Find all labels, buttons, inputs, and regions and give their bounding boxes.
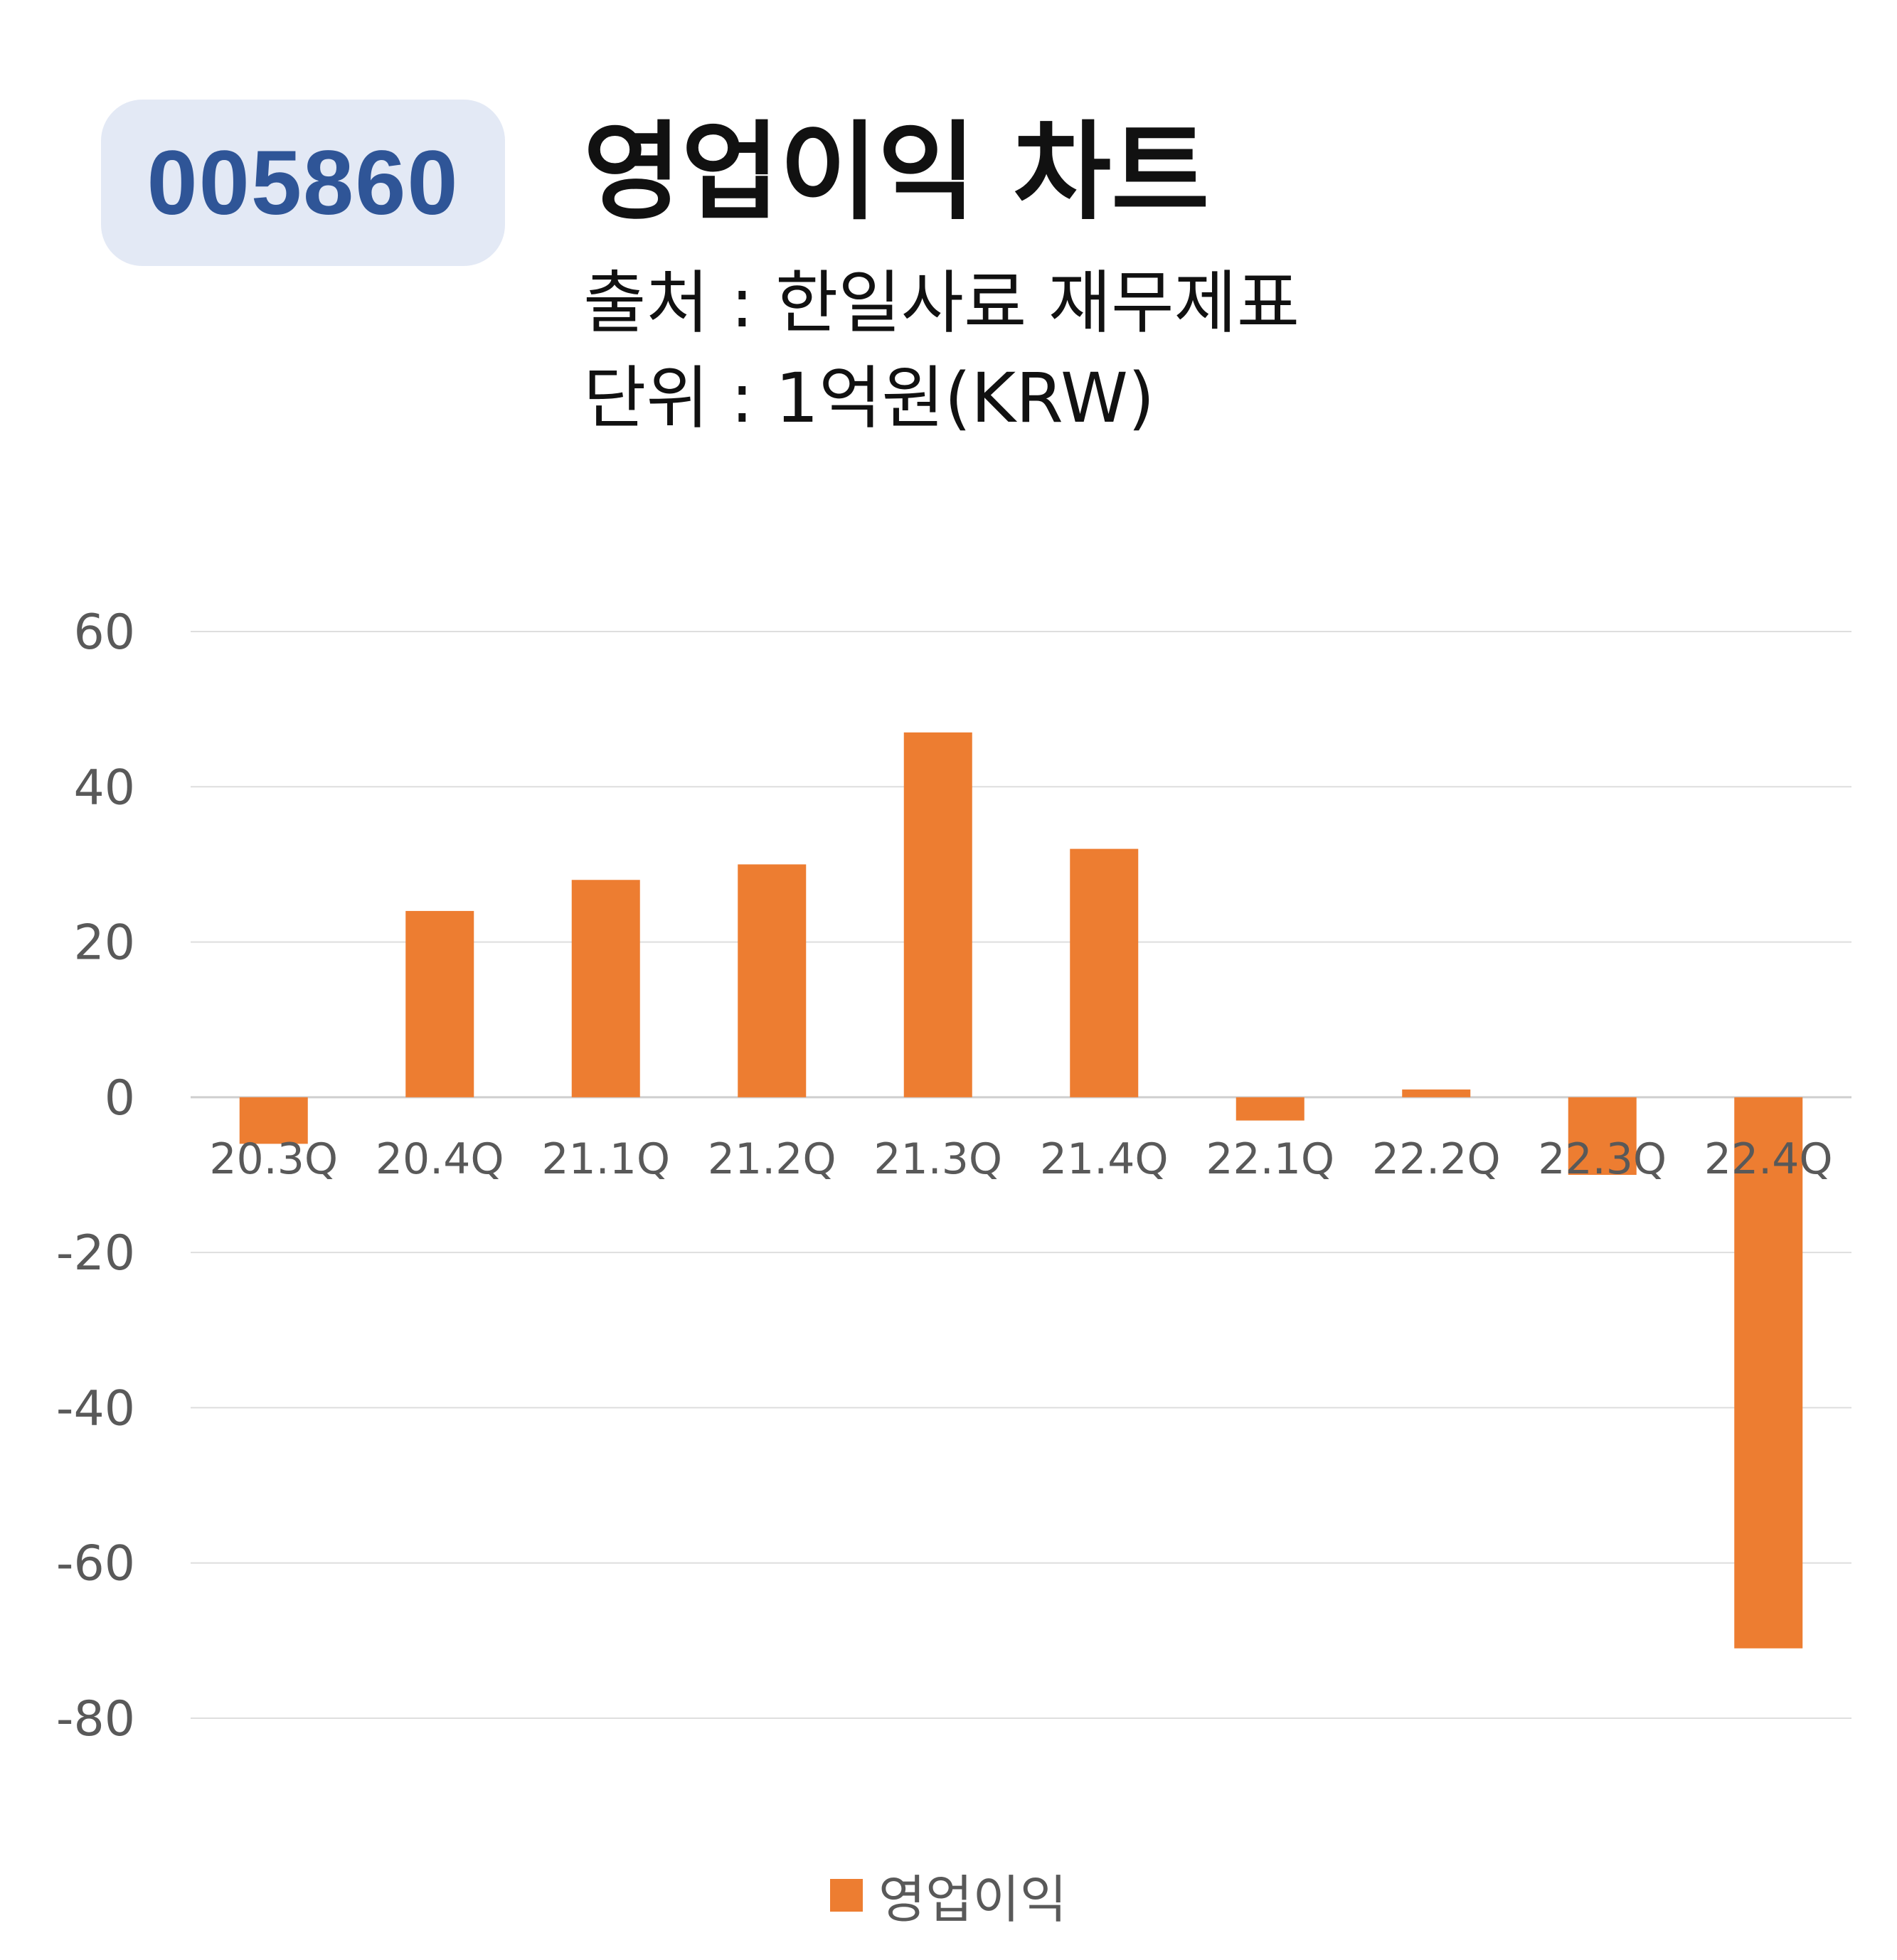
bar: [1236, 1097, 1304, 1121]
x-tick-label: 22.3Q: [1538, 1134, 1667, 1184]
bar: [571, 880, 640, 1097]
source-label: 출처 : 한일사료 재무제표: [583, 263, 1300, 343]
ticker-badge: 005860: [101, 100, 505, 266]
y-tick-label: 0: [105, 1070, 135, 1127]
x-axis-labels: 20.3Q 20.4Q 21.1Q 21.2Q 21.3Q 21.4Q 22.1Q 22.2Q…: [209, 1134, 1832, 1184]
legend: 영업이익: [0, 1858, 1897, 1932]
legend-swatch: [830, 1878, 864, 1912]
x-tick-label: 21.3Q: [873, 1134, 1002, 1184]
bar: [903, 732, 972, 1097]
unit-label: 단위 : 1억원(KRW): [583, 358, 1155, 438]
x-tick-label: 22.2Q: [1372, 1134, 1501, 1184]
y-tick-label: -20: [56, 1225, 135, 1282]
y-tick-label: 60: [73, 604, 135, 661]
y-axis-labels: 60 40 20 0 -20 -40 -60 -80: [56, 604, 135, 1747]
bar: [738, 864, 807, 1097]
y-tick-label: -40: [56, 1380, 135, 1437]
chart-title: 영업이익 차트: [583, 111, 1210, 235]
y-tick-label: -60: [56, 1536, 135, 1592]
x-tick-label: 22.4Q: [1704, 1134, 1833, 1184]
bar: [239, 1097, 308, 1144]
bar: [1734, 1097, 1803, 1649]
x-tick-label: 20.4Q: [376, 1134, 504, 1184]
y-tick-label: 40: [73, 760, 135, 816]
bar: [405, 910, 474, 1097]
legend-label: 영업이익: [878, 1870, 1067, 1929]
bar: [1568, 1097, 1637, 1175]
bars: [239, 732, 1803, 1649]
y-tick-label: -80: [56, 1691, 135, 1747]
x-tick-label: 21.2Q: [708, 1134, 836, 1184]
y-tick-label: 20: [73, 915, 135, 971]
bar: [1402, 1089, 1471, 1097]
x-tick-label: 20.3Q: [209, 1134, 338, 1184]
bar: [1070, 848, 1139, 1097]
x-tick-label: 21.1Q: [541, 1134, 670, 1184]
x-tick-label: 21.4Q: [1040, 1134, 1169, 1184]
ticker-code: 005860: [147, 132, 459, 234]
x-tick-label: 22.1Q: [1206, 1134, 1334, 1184]
